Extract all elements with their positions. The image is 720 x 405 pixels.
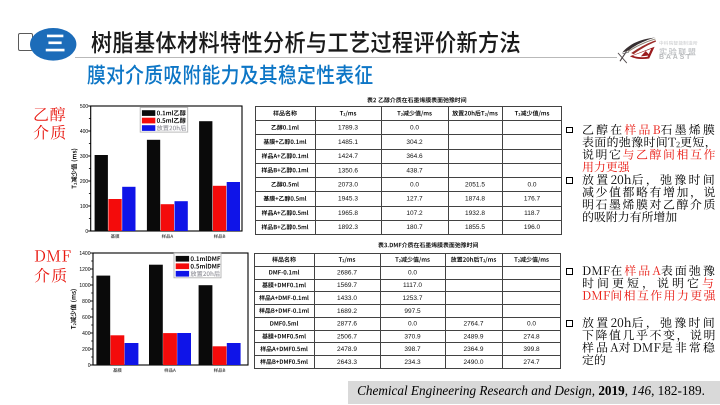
svg-text:300: 300 [80, 154, 89, 160]
svg-text:1569.7: 1569.7 [337, 282, 357, 289]
svg-text:1253.7: 1253.7 [403, 295, 423, 302]
svg-text:1789.3: 1789.3 [338, 125, 358, 132]
svg-text:200: 200 [80, 179, 89, 185]
svg-text:800: 800 [82, 299, 91, 305]
svg-text:1485.1: 1485.1 [338, 139, 358, 146]
svg-text:196.0: 196.0 [524, 224, 541, 231]
svg-text:370.9: 370.9 [404, 333, 421, 340]
svg-text:1000: 1000 [79, 283, 90, 289]
svg-text:0.0: 0.0 [410, 182, 419, 189]
svg-text:127.7: 127.7 [406, 196, 423, 203]
svg-text:2490.0: 2490.0 [464, 359, 484, 366]
svg-text:176.7: 176.7 [524, 196, 541, 203]
svg-text:398.7: 398.7 [404, 346, 421, 353]
svg-text:2764.7: 2764.7 [464, 321, 484, 328]
svg-text:2364.9: 2364.9 [464, 346, 484, 353]
svg-text:0.0: 0.0 [408, 321, 417, 328]
svg-text:2686.7: 2686.7 [337, 270, 357, 277]
svg-text:1855.5: 1855.5 [465, 224, 485, 231]
svg-text:304.2: 304.2 [406, 139, 423, 146]
svg-text:997.5: 997.5 [404, 308, 421, 315]
svg-text:0.0: 0.0 [408, 270, 417, 277]
svg-text:399.8: 399.8 [523, 346, 540, 353]
svg-text:2643.3: 2643.3 [337, 359, 357, 366]
svg-text:107.2: 107.2 [406, 210, 423, 217]
svg-text:500: 500 [80, 104, 89, 110]
svg-text:2051.5: 2051.5 [465, 182, 485, 189]
svg-text:1433.0: 1433.0 [337, 295, 357, 302]
svg-text:0.0: 0.0 [410, 125, 419, 132]
svg-text:1932.8: 1932.8 [465, 210, 485, 217]
svg-text:1965.8: 1965.8 [338, 210, 358, 217]
svg-text:0.0: 0.0 [527, 182, 536, 189]
svg-text:364.6: 364.6 [406, 153, 423, 160]
svg-text:1945.3: 1945.3 [338, 196, 358, 203]
svg-text:1892.3: 1892.3 [338, 224, 358, 231]
svg-text:2877.6: 2877.6 [337, 321, 357, 328]
svg-text:180.7: 180.7 [406, 224, 423, 231]
svg-text:1117.0: 1117.0 [403, 282, 422, 289]
svg-text:400: 400 [82, 331, 91, 337]
svg-text:1874.8: 1874.8 [465, 196, 485, 203]
svg-text:1350.6: 1350.6 [338, 167, 358, 174]
svg-text:200: 200 [82, 347, 91, 353]
svg-text:2506.7: 2506.7 [337, 333, 357, 340]
svg-text:0: 0 [85, 229, 88, 235]
svg-text:0.0: 0.0 [527, 321, 536, 328]
svg-text:1689.2: 1689.2 [337, 308, 357, 315]
svg-text:2478.9: 2478.9 [337, 346, 357, 353]
svg-text:2489.9: 2489.9 [464, 333, 484, 340]
svg-text:234.3: 234.3 [404, 359, 421, 366]
svg-text:1200: 1200 [79, 267, 90, 273]
svg-text:0: 0 [88, 363, 91, 369]
svg-text:118.7: 118.7 [524, 210, 540, 217]
svg-text:400: 400 [80, 129, 89, 135]
svg-text:100: 100 [80, 204, 89, 210]
svg-text:2073.0: 2073.0 [338, 182, 358, 189]
svg-text:438.7: 438.7 [406, 167, 423, 174]
svg-text:274.8: 274.8 [523, 333, 540, 340]
svg-text:274.7: 274.7 [523, 359, 540, 366]
svg-text:600: 600 [82, 315, 91, 321]
svg-text:1400: 1400 [79, 251, 90, 257]
svg-text:1424.7: 1424.7 [338, 153, 358, 160]
